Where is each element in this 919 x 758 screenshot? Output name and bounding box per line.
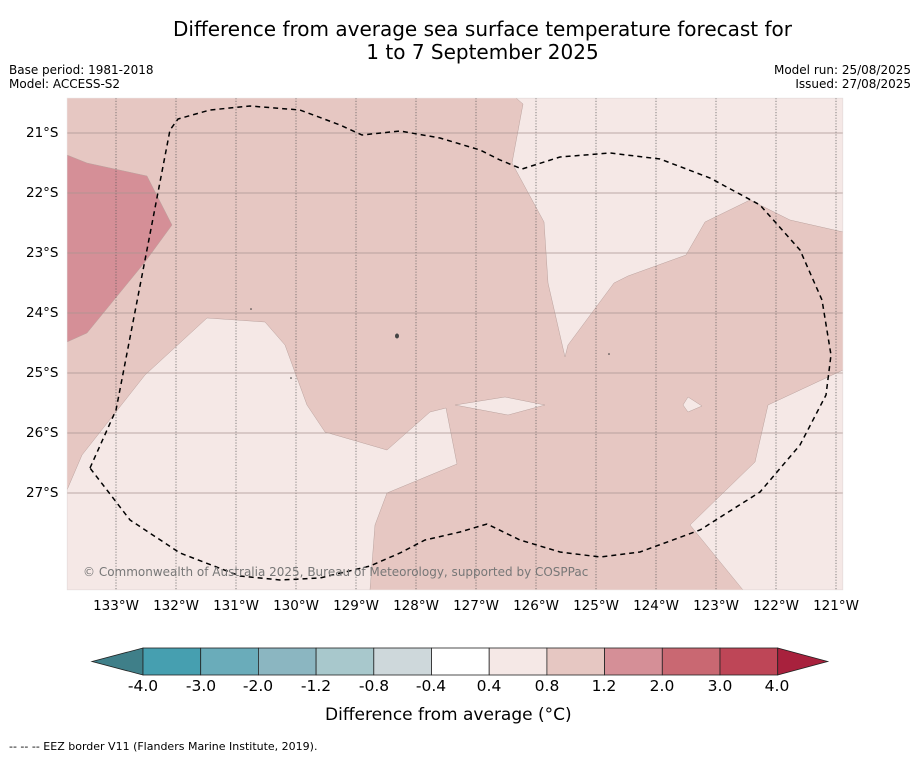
latitude-gridlines [67, 132, 843, 494]
colorbar-title: Difference from average (°C) [325, 705, 572, 725]
anomaly-island-small [682, 396, 703, 413]
colorbar-segment [719, 647, 779, 676]
colorbar-segment [200, 647, 259, 676]
anomaly-region-northeast-low [511, 98, 843, 358]
lat-label: 21°S [26, 125, 59, 141]
colorbar-tick-label: 0.4 [476, 677, 502, 695]
lat-label: 26°S [26, 425, 59, 441]
sst-anomaly-map [66, 97, 844, 591]
lon-label: 125°W [573, 598, 619, 614]
island-marker [290, 377, 292, 379]
anomaly-region-west-low [67, 317, 458, 590]
lon-label: 133°W [93, 598, 139, 614]
colorbar-tick-label: -3.0 [185, 677, 217, 695]
island-marker [250, 308, 252, 310]
lon-label: 132°W [153, 598, 199, 614]
lat-label: 24°S [26, 305, 59, 321]
island-marker [395, 333, 399, 339]
colorbar-tick-label: -0.4 [415, 677, 447, 695]
lat-label: 25°S [26, 365, 59, 381]
colorbar-tick-label: 1.2 [591, 677, 617, 695]
lat-label: 27°S [26, 485, 59, 501]
colorbar-segment [142, 647, 202, 676]
lon-label: 122°W [753, 598, 799, 614]
colorbar-segment [373, 647, 432, 676]
colorbar [90, 647, 830, 676]
colorbar-tick-label: 4.0 [764, 677, 790, 695]
base-period: Base period: 1981-2018 [9, 63, 154, 77]
anomaly-region-west-high [67, 154, 173, 343]
eez-border [89, 105, 832, 581]
copyright-notice: © Commonwealth of Australia 2025, Bureau… [83, 565, 589, 579]
eez-footnote: -- -- -- EEZ border V11 (Flanders Marine… [9, 740, 318, 753]
anomaly-region-southeast-low [689, 369, 843, 590]
meta-right: Model run: 25/08/2025 Issued: 27/08/2025 [774, 63, 911, 91]
anomaly-island-lens [454, 396, 546, 416]
colorbar-extend-low [90, 647, 144, 676]
colorbar-tick-label: 2.0 [649, 677, 675, 695]
colorbar-segment [546, 647, 606, 676]
model-name: Model: ACCESS-S2 [9, 77, 121, 91]
lon-label: 124°W [633, 598, 679, 614]
lon-label: 121°W [813, 598, 859, 614]
colorbar-tick-label: -2.0 [242, 677, 274, 695]
lon-label: 126°W [513, 598, 559, 614]
colorbar-tick-label: -0.8 [358, 677, 390, 695]
lon-label: 129°W [333, 598, 379, 614]
colorbar-tick-label: -4.0 [127, 677, 159, 695]
lat-label: 23°S [26, 245, 59, 261]
lon-label: 123°W [693, 598, 739, 614]
colorbar-segment [488, 647, 548, 676]
colorbar-segment [257, 647, 317, 676]
island-marker [608, 353, 610, 355]
colorbar-segment [431, 647, 490, 676]
lon-label: 128°W [393, 598, 439, 614]
colorbar-extend-high [777, 647, 830, 676]
colorbar-tick-label: -1.2 [300, 677, 332, 695]
colorbar-segment [604, 647, 663, 676]
model-run: Model run: 25/08/2025 [773, 63, 911, 77]
lat-label: 22°S [26, 185, 59, 201]
colorbar-tick-label: 3.0 [707, 677, 733, 695]
colorbar-segment [661, 647, 721, 676]
longitude-gridlines [115, 98, 837, 590]
colorbar-tick-label: 0.8 [534, 677, 560, 695]
map-title: Difference from average sea surface temp… [172, 17, 792, 64]
meta-left: Base period: 1981-2018 Model: ACCESS-S2 [9, 63, 154, 91]
issued-date: Issued: 27/08/2025 [795, 77, 911, 91]
lon-label: 127°W [453, 598, 499, 614]
colorbar-segment [315, 647, 375, 676]
lon-label: 130°W [273, 598, 319, 614]
lon-label: 131°W [213, 598, 259, 614]
